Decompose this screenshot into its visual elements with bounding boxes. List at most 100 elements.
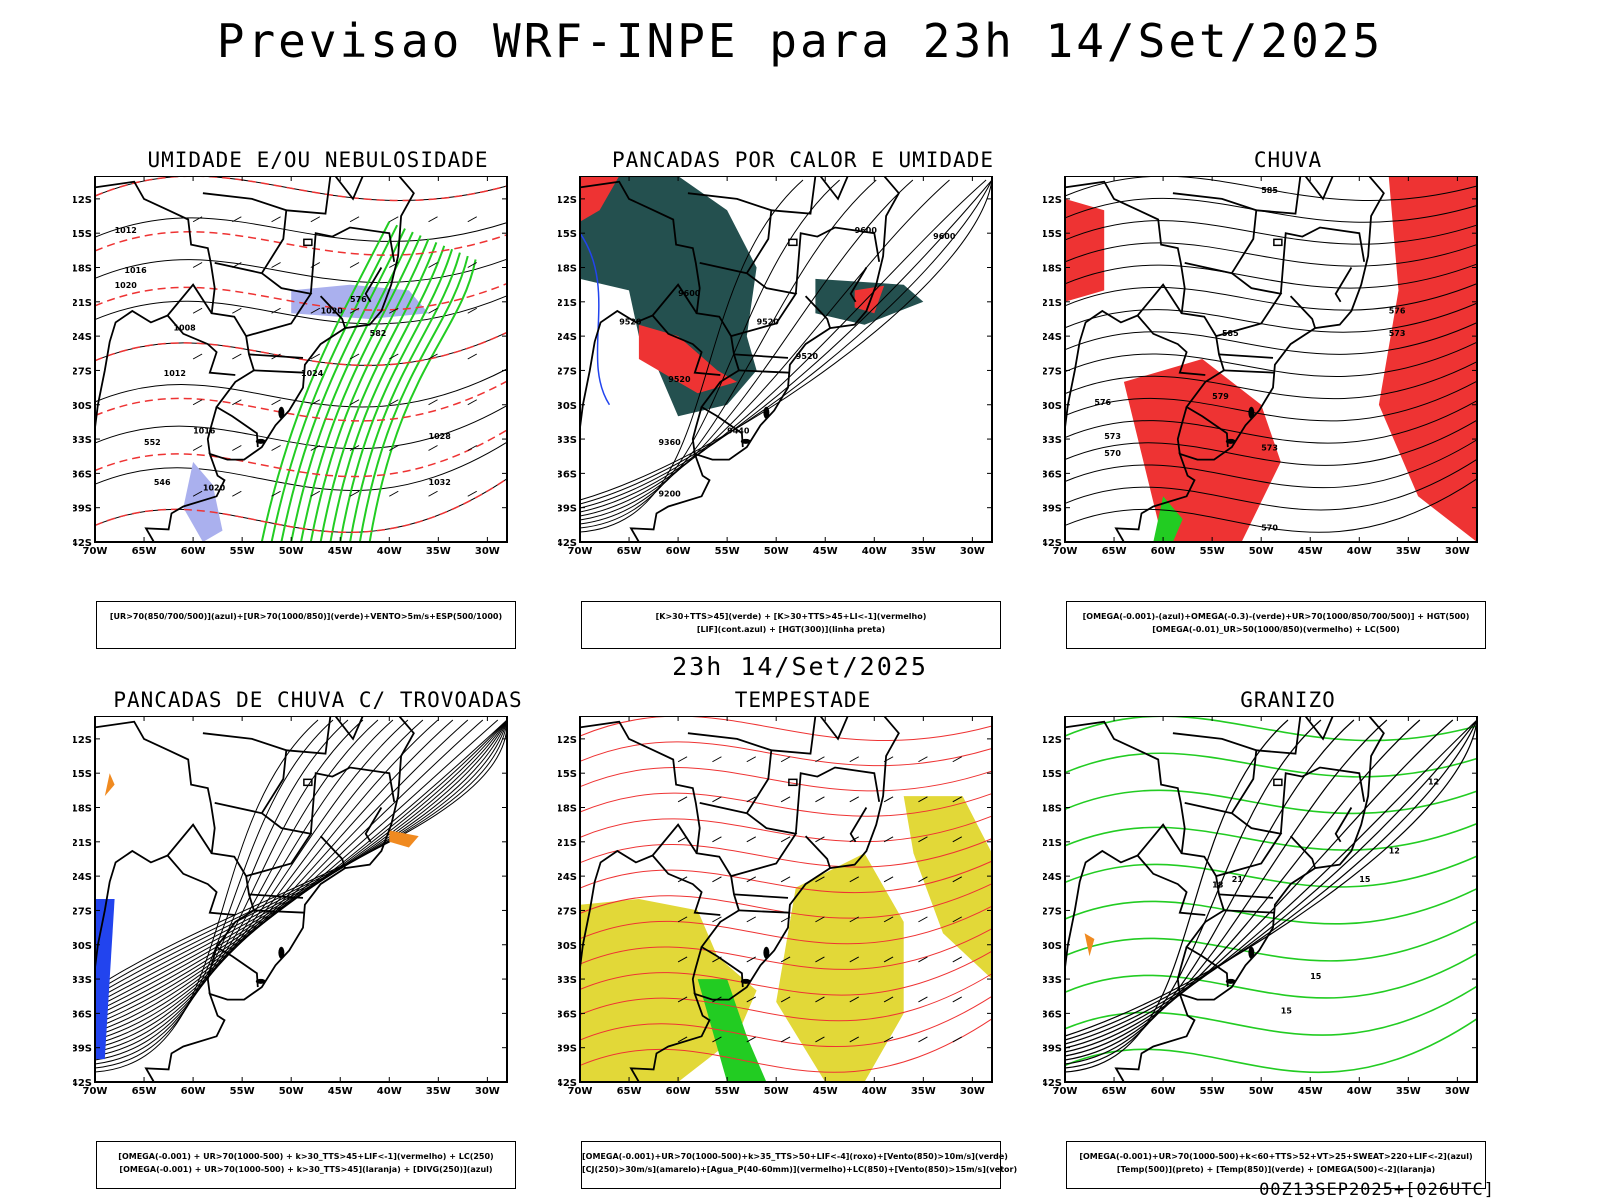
lon-tick-label: 40W bbox=[377, 546, 402, 557]
lat-tick-label: 21S bbox=[558, 298, 577, 309]
omega-red-area bbox=[1378, 176, 1477, 542]
lon-tick-label: 35W bbox=[426, 546, 451, 557]
lat-tick-label: 36S bbox=[558, 469, 577, 480]
contour-label: 1020 bbox=[115, 281, 138, 290]
lat-tick-label: 42S bbox=[558, 538, 577, 549]
omega-red-area bbox=[1065, 198, 1105, 302]
lon-tick-label: 70W bbox=[568, 546, 593, 557]
map-umidade: 1012 1020 1016 1008 1012 1016 1024 1020 1028 1032… bbox=[73, 176, 508, 557]
lon-tick-label: 30W bbox=[960, 546, 985, 557]
lat-tick-label: 12S bbox=[73, 195, 92, 206]
lon-tick-label: 65W bbox=[132, 1086, 157, 1097]
lat-tick-label: 12S bbox=[1043, 195, 1062, 206]
legend-box: [OMEGA(-0.001)+UR>70(1000-500)+k<60+TTS>… bbox=[1066, 1141, 1486, 1189]
lat-tick-label: 15S bbox=[558, 769, 577, 780]
contour-label: 9600 bbox=[933, 232, 956, 241]
orange-area bbox=[389, 830, 419, 848]
lat-tick-label: 39S bbox=[1043, 504, 1062, 515]
contour-label: 9520 bbox=[668, 375, 691, 384]
legend-box: [OMEGA(-0.001)+UR>70(1000-500)+k>35_TTS>… bbox=[581, 1141, 1017, 1189]
legend-line: [OMEGA(-0.001)+UR>70(1000-500)+k<60+TTS>… bbox=[1079, 1152, 1473, 1161]
contour-label: 15 bbox=[1310, 972, 1322, 981]
lon-tick-label: 45W bbox=[1298, 1086, 1323, 1097]
panel-title: UMIDADE E/OU NEBULOSIDADE bbox=[147, 148, 489, 172]
lat-tick-label: 30S bbox=[73, 401, 92, 412]
lon-tick-label: 30W bbox=[475, 1086, 500, 1097]
lat-tick-label: 42S bbox=[558, 1078, 577, 1089]
lon-tick-label: 65W bbox=[617, 546, 642, 557]
lon-tick-label: 60W bbox=[666, 546, 691, 557]
contour-label: 9600 bbox=[678, 289, 701, 298]
contour-label: 576 bbox=[350, 295, 367, 304]
lat-tick-label: 27S bbox=[558, 366, 577, 377]
lon-tick-label: 35W bbox=[911, 546, 936, 557]
contour-labels: 585 585 576 573 579 576 573 570 573 570 bbox=[1094, 186, 1405, 532]
political-boundaries bbox=[94, 716, 415, 1083]
contour-label: 1028 bbox=[429, 432, 452, 441]
lon-tick-label: 35W bbox=[1396, 546, 1421, 557]
legend-line: [Temp(500)](preto) + [Temp(850)](verde) … bbox=[1116, 1165, 1436, 1174]
lat-tick-label: 12S bbox=[558, 195, 577, 206]
panel-title: PANCADAS POR CALOR E UMIDADE bbox=[611, 148, 994, 172]
lat-tick-label: 21S bbox=[1043, 298, 1062, 309]
panel-pancadas-calor: PANCADAS POR CALOR E UMIDADE 9600 9600 952… bbox=[558, 146, 1048, 649]
lat-tick-label: 15S bbox=[558, 229, 577, 240]
lon-tick-label: 70W bbox=[1053, 1086, 1078, 1097]
contour-label: 582 bbox=[370, 329, 387, 338]
lat-tick-label: 42S bbox=[73, 538, 92, 549]
lat-tick-label: 18S bbox=[73, 804, 92, 815]
lon-tick-label: 70W bbox=[83, 1086, 108, 1097]
lat-tick-label: 18S bbox=[1043, 804, 1062, 815]
lon-tick-label: 70W bbox=[83, 546, 108, 557]
lat-tick-label: 24S bbox=[73, 872, 92, 883]
panel-title: TEMPESTADE bbox=[734, 688, 872, 712]
lon-tick-label: 35W bbox=[1396, 1086, 1421, 1097]
lat-tick-label: 15S bbox=[1043, 229, 1062, 240]
political-boundaries bbox=[1064, 176, 1385, 543]
contour-label: 1020 bbox=[203, 484, 226, 493]
panel-title: GRANIZO bbox=[1240, 688, 1336, 712]
lat-tick-label: 27S bbox=[73, 906, 92, 917]
omega-green-area bbox=[1153, 496, 1183, 542]
contour-label: 570 bbox=[1104, 449, 1121, 458]
lon-tick-label: 55W bbox=[230, 546, 255, 557]
contour-label: 9520 bbox=[796, 352, 819, 361]
omega-red-area bbox=[1123, 359, 1281, 542]
lon-tick-label: 30W bbox=[475, 546, 500, 557]
lat-tick-label: 21S bbox=[558, 838, 577, 849]
lat-tick-label: 21S bbox=[73, 838, 92, 849]
lat-tick-label: 27S bbox=[558, 906, 577, 917]
lon-tick-label: 30W bbox=[960, 1086, 985, 1097]
legend-line: [OMEGA(-0.001)-(azul)+OMEGA(-0.3)-(verde… bbox=[1082, 612, 1470, 621]
lat-tick-label: 42S bbox=[1043, 1078, 1062, 1089]
contour-label: 12 bbox=[1428, 778, 1439, 787]
lat-tick-label: 36S bbox=[558, 1009, 577, 1020]
mid-title: 23h 14/Set/2025 bbox=[672, 652, 928, 681]
lat-tick-label: 36S bbox=[73, 1009, 92, 1020]
lat-tick-label: 30S bbox=[1043, 941, 1062, 952]
lif-blue-contours bbox=[579, 232, 611, 406]
lat-tick-label: 12S bbox=[73, 735, 92, 746]
map-granizo: 1212151821151512S15S18S21S24S27S30S33S36… bbox=[1043, 716, 1478, 1097]
contour-label: 15 bbox=[1281, 1006, 1293, 1015]
lat-tick-label: 18S bbox=[558, 804, 577, 815]
lat-tick-label: 39S bbox=[1043, 1044, 1062, 1055]
jet-yellow-area bbox=[903, 796, 992, 980]
lon-tick-label: 70W bbox=[1053, 546, 1078, 557]
lon-tick-label: 40W bbox=[1347, 1086, 1372, 1097]
contour-label: 1016 bbox=[193, 426, 216, 435]
li-red-area bbox=[580, 176, 620, 222]
legend-line: [OMEGA(-0.01)_UR>50(1000/850)(vermelho) … bbox=[1152, 625, 1400, 634]
contour-label: 573 bbox=[1389, 329, 1406, 338]
lat-tick-label: 15S bbox=[73, 229, 92, 240]
run-footer: 00Z13SEP2025+[026UTC] bbox=[1259, 1180, 1495, 1200]
panel-title: CHUVA bbox=[1253, 148, 1323, 172]
lat-tick-label: 24S bbox=[1043, 332, 1062, 343]
contour-label: 576 bbox=[1094, 398, 1111, 407]
political-boundaries bbox=[94, 176, 415, 543]
lat-tick-label: 30S bbox=[558, 941, 577, 952]
contour-label: 573 bbox=[1261, 444, 1278, 453]
contour-label: 1012 bbox=[164, 369, 186, 378]
map-pancadas-calor: 9600960095209600952095209520944093609200… bbox=[558, 176, 993, 557]
